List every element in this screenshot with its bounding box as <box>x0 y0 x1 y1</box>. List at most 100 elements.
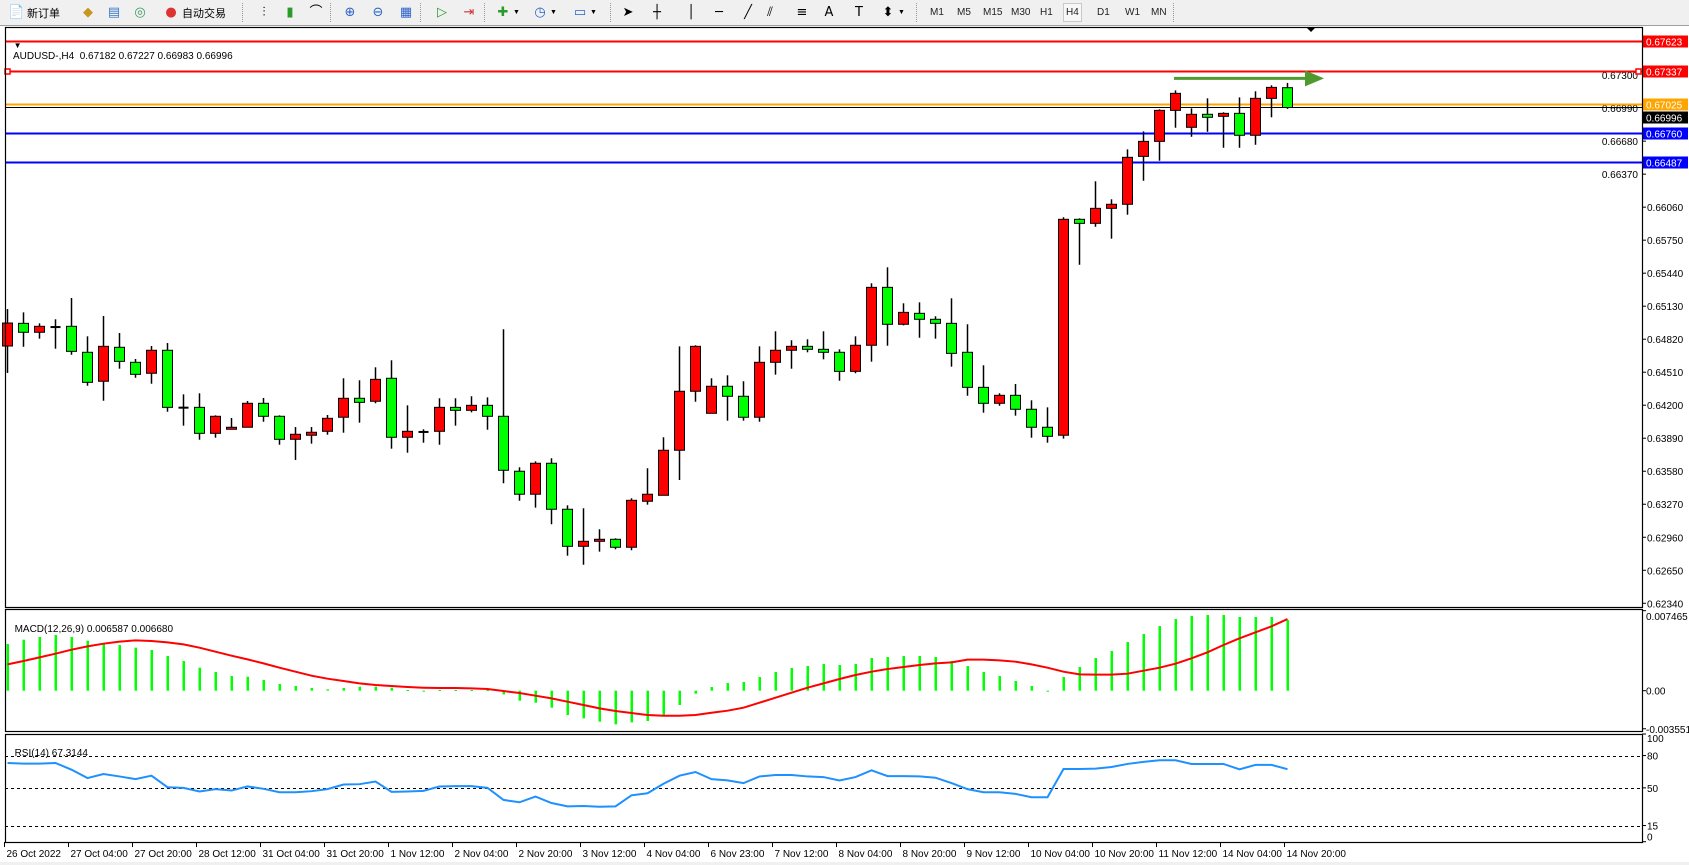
auto-scroll-button[interactable]: ▷ <box>434 3 450 22</box>
tile-windows-button[interactable]: ▦ <box>398 3 414 22</box>
text-label-icon: T <box>855 4 863 20</box>
cursor-button[interactable]: ➤ <box>620 3 636 22</box>
crosshair-button[interactable]: ┼ <box>649 3 665 22</box>
time-axis-label: 11 Nov 12:00 <box>1159 849 1218 860</box>
candle-body <box>1266 86 1277 99</box>
vertical-line-button[interactable]: │ <box>683 3 699 22</box>
candle <box>386 360 397 449</box>
macd-histogram-bar <box>1142 634 1145 691</box>
macd-histogram-bar <box>198 667 201 691</box>
time-axis-label: 8 Nov 04:00 <box>839 849 893 860</box>
signals-button[interactable]: ◎ <box>132 3 148 22</box>
macd-histogram-bar <box>998 676 1001 691</box>
zoom-out-button[interactable]: ⊖ <box>370 3 386 22</box>
timeframe-h1[interactable]: H1 <box>1040 7 1053 18</box>
candle-body <box>706 385 717 414</box>
indicators-button[interactable]: ✚ ▼ <box>495 3 520 22</box>
macd-histogram-bar <box>566 690 569 716</box>
cursor-icon: ➤ <box>622 4 634 20</box>
price-axis-label: 0.66680 <box>1602 137 1639 148</box>
arrows-button[interactable]: ⬍ ▼ <box>880 3 905 22</box>
candlestick-button[interactable]: ▮ <box>282 3 298 22</box>
timeframe-m30[interactable]: M30 <box>1011 7 1031 18</box>
candle-body <box>1138 140 1149 157</box>
macd-histogram-bar <box>918 656 921 691</box>
horizontal-line-icon: ─ <box>715 4 723 20</box>
signal-icon: ◎ <box>134 4 146 20</box>
candle <box>690 345 701 402</box>
candle <box>1282 82 1293 109</box>
macd-histogram-bar <box>838 665 841 691</box>
trendline-button[interactable]: ╱ <box>740 3 756 22</box>
chart-background <box>0 26 1689 862</box>
candle <box>162 343 173 412</box>
candle-body <box>242 402 253 428</box>
zoom-in-button[interactable]: ⊕ <box>342 3 358 22</box>
macd-histogram-bar <box>694 690 697 694</box>
collapse-triangle-icon[interactable]: ▼ <box>13 41 22 50</box>
candle <box>1122 149 1133 215</box>
templates-button[interactable]: ▭ ▼ <box>572 3 597 22</box>
macd-signal-line <box>7 618 1288 717</box>
macd-histogram-bar <box>454 690 457 692</box>
auto-trading-button[interactable]: ● 自动交易 <box>163 3 226 22</box>
macd-histogram-bar <box>662 690 665 716</box>
navigator-button[interactable]: ▤ <box>106 3 122 22</box>
dropdown-arrow-icon[interactable]: ▼ <box>513 9 520 16</box>
price-axis-label: 0.65750 <box>1647 236 1684 247</box>
toolbar-separator <box>330 3 333 22</box>
line-chart-button[interactable]: ⌒ <box>308 3 324 22</box>
candle-body <box>130 361 141 375</box>
macd-histogram-bar <box>118 645 121 691</box>
timeframe-m15[interactable]: M15 <box>983 7 1003 18</box>
candle-body <box>1250 97 1261 136</box>
dropdown-arrow-icon[interactable]: ▼ <box>590 9 597 16</box>
timeframe-h4[interactable]: H4 <box>1063 3 1082 22</box>
rsi-value: 67.3144 <box>51 748 88 759</box>
macd-histogram-bar <box>214 672 217 691</box>
candle <box>738 381 749 421</box>
equidistant-channel-button[interactable]: ⫽ <box>762 3 778 22</box>
candle-body <box>338 397 349 418</box>
candle-body <box>402 430 413 438</box>
timeframe-m5[interactable]: M5 <box>957 7 971 18</box>
periods-button[interactable]: ◷ ▼ <box>532 3 557 22</box>
candle <box>418 429 429 443</box>
chart-shift-button[interactable]: ⇥ <box>461 3 477 22</box>
toolbar-separator <box>484 3 487 22</box>
bar-chart-button[interactable]: ⫶ <box>256 3 272 22</box>
macd-histogram-bar <box>630 690 633 723</box>
fibonacci-button[interactable]: ≡ <box>794 3 810 22</box>
auto-scroll-icon: ▷ <box>437 4 447 20</box>
candle <box>370 367 381 404</box>
price-axis-label: 0.63270 <box>1647 500 1684 511</box>
text-button[interactable]: A <box>821 3 837 22</box>
macd-histogram-bar <box>54 635 57 691</box>
bid-price-label-box <box>1643 111 1688 124</box>
level-price-label-box <box>1643 98 1688 111</box>
toolbar-separator <box>916 3 919 22</box>
market-watch-button[interactable]: ◆ <box>80 3 96 22</box>
timeframe-m1[interactable]: M1 <box>930 7 944 18</box>
horizontal-levels: 0.66996 0.67623 0.67337 0.67025 0.66760 0.664… <box>4 35 1688 170</box>
timeframe-mn[interactable]: MN <box>1151 7 1167 18</box>
dropdown-arrow-icon[interactable]: ▼ <box>898 9 905 16</box>
timeframe-w1[interactable]: W1 <box>1125 7 1140 18</box>
new-order-button[interactable]: 📄 新订单 <box>8 3 60 22</box>
candle-body <box>1042 426 1053 437</box>
price-axis-label: 0.66990 <box>1602 104 1639 115</box>
macd-histogram-bar <box>262 680 265 691</box>
timeframe-d1[interactable]: D1 <box>1097 7 1110 18</box>
dropdown-arrow-icon[interactable]: ▼ <box>550 9 557 16</box>
text-label-button[interactable]: T <box>851 3 867 22</box>
candle <box>258 397 269 422</box>
symbol-label: AUDUSD-,H4 <box>13 51 75 62</box>
macd-histogram-bar <box>1270 617 1273 691</box>
candle-body <box>866 286 877 346</box>
time-axis-label: 31 Oct 20:00 <box>327 849 385 860</box>
candle <box>914 302 925 338</box>
horizontal-line-button[interactable]: ─ <box>711 3 727 22</box>
zoom-out-icon: ⊖ <box>372 4 384 20</box>
candle-body <box>1170 92 1181 111</box>
